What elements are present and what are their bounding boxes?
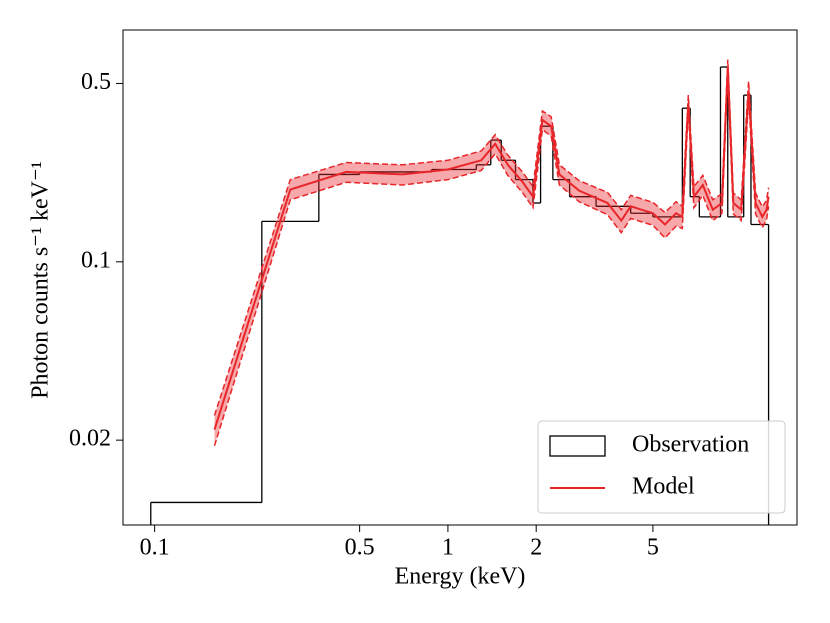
y-tick-label: 0.1 (81, 247, 111, 273)
legend-label: Model (632, 474, 695, 500)
y-tick-label: 0.02 (69, 426, 111, 452)
model-band (214, 59, 769, 446)
y-tick-label: 0.5 (81, 69, 111, 95)
x-axis-label: Energy (keV) (395, 564, 526, 590)
plot-frame (122, 29, 798, 526)
model-bound (213, 59, 770, 416)
legend-box (537, 420, 786, 514)
x-tick-label: 2 (530, 535, 542, 561)
legend-label: Observation (632, 432, 749, 458)
model-bound (213, 74, 770, 447)
model-line (213, 66, 770, 430)
x-tick-label: 0.5 (345, 535, 375, 561)
legend-swatch (549, 435, 606, 457)
x-tick-label: 1 (442, 535, 454, 561)
x-tick-label: 5 (647, 535, 659, 561)
x-tick-label: 0.1 (140, 535, 170, 561)
y-axis-label: Photon counts s⁻¹ keV⁻¹ (28, 161, 54, 399)
